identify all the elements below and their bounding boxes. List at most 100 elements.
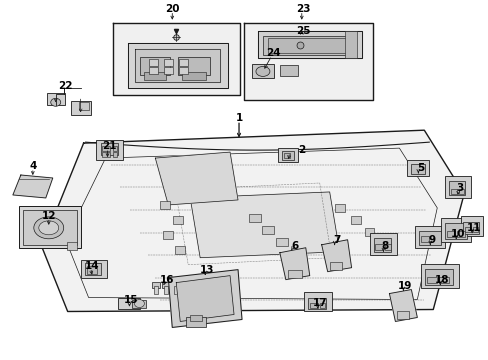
Bar xyxy=(334,204,344,212)
Bar xyxy=(262,226,273,234)
Bar xyxy=(344,31,356,58)
Bar xyxy=(71,101,90,115)
Bar xyxy=(79,102,88,110)
Bar xyxy=(397,311,408,319)
Text: 10: 10 xyxy=(450,229,465,239)
Text: 6: 6 xyxy=(290,241,298,251)
Bar xyxy=(462,222,478,234)
Bar xyxy=(186,318,206,328)
Text: 25: 25 xyxy=(296,26,310,36)
Text: 22: 22 xyxy=(59,81,73,91)
Ellipse shape xyxy=(51,98,61,106)
Text: 14: 14 xyxy=(85,261,100,271)
Polygon shape xyxy=(41,130,463,311)
Ellipse shape xyxy=(39,221,59,235)
Polygon shape xyxy=(168,270,242,328)
Bar xyxy=(162,282,170,288)
Bar xyxy=(251,64,273,78)
Polygon shape xyxy=(176,276,234,321)
Bar xyxy=(163,231,173,239)
Text: 8: 8 xyxy=(381,241,388,251)
Text: 13: 13 xyxy=(200,265,214,275)
Text: 15: 15 xyxy=(124,294,139,305)
Bar xyxy=(164,67,173,75)
Bar xyxy=(66,242,77,250)
Text: 9: 9 xyxy=(428,235,435,245)
Bar xyxy=(309,302,317,307)
Bar xyxy=(373,238,390,252)
Bar xyxy=(47,93,64,105)
Bar xyxy=(164,59,173,67)
Polygon shape xyxy=(190,192,339,258)
Bar xyxy=(279,66,297,76)
Bar xyxy=(448,181,464,195)
Bar xyxy=(118,298,140,310)
Text: 3: 3 xyxy=(456,183,463,193)
Bar xyxy=(267,37,347,54)
Text: 11: 11 xyxy=(466,223,480,233)
Text: 21: 21 xyxy=(102,141,117,151)
Text: 5: 5 xyxy=(416,163,423,173)
Bar xyxy=(277,148,297,162)
Text: 1: 1 xyxy=(235,113,242,123)
Bar xyxy=(102,146,109,151)
Bar xyxy=(102,152,109,157)
Bar xyxy=(84,263,101,275)
Bar xyxy=(248,214,261,222)
Bar xyxy=(179,59,188,67)
Bar xyxy=(414,226,444,248)
Bar xyxy=(172,282,180,288)
Bar xyxy=(419,231,440,245)
Bar xyxy=(464,227,470,232)
Bar xyxy=(275,238,287,246)
Bar xyxy=(421,236,428,242)
Text: 2: 2 xyxy=(298,145,305,155)
Text: 19: 19 xyxy=(397,280,412,291)
Bar xyxy=(101,143,118,155)
Bar xyxy=(329,262,341,270)
Bar xyxy=(86,266,96,274)
Bar xyxy=(440,218,470,242)
Ellipse shape xyxy=(255,67,269,76)
Bar xyxy=(472,227,477,232)
Bar xyxy=(154,285,158,293)
Text: 24: 24 xyxy=(266,49,281,58)
Text: 12: 12 xyxy=(41,211,56,221)
Bar xyxy=(450,189,456,194)
Bar xyxy=(149,67,158,75)
Ellipse shape xyxy=(34,217,63,239)
Bar xyxy=(410,164,425,174)
Bar xyxy=(287,270,301,278)
Bar xyxy=(444,176,470,198)
Bar xyxy=(173,216,183,224)
Text: 17: 17 xyxy=(312,297,326,307)
Bar xyxy=(19,206,81,248)
Bar xyxy=(444,223,466,239)
Bar xyxy=(438,276,448,283)
Polygon shape xyxy=(128,42,227,88)
Bar xyxy=(460,216,482,236)
Bar xyxy=(427,276,436,283)
Bar xyxy=(144,72,166,80)
Bar xyxy=(190,315,202,321)
Bar xyxy=(149,59,158,67)
Bar xyxy=(281,151,293,160)
Bar xyxy=(385,244,390,250)
Polygon shape xyxy=(388,289,416,321)
Bar xyxy=(421,264,458,288)
Polygon shape xyxy=(112,23,240,95)
Polygon shape xyxy=(155,152,238,205)
Polygon shape xyxy=(279,248,309,280)
Text: 18: 18 xyxy=(434,275,448,285)
Polygon shape xyxy=(135,49,220,82)
Text: 7: 7 xyxy=(332,235,340,245)
Text: 23: 23 xyxy=(296,4,310,14)
Bar xyxy=(164,285,168,293)
Bar xyxy=(152,282,160,288)
Bar xyxy=(112,146,117,151)
Ellipse shape xyxy=(134,300,144,307)
Bar xyxy=(23,210,77,245)
Polygon shape xyxy=(258,31,361,58)
Bar xyxy=(283,153,289,158)
Bar xyxy=(319,302,324,307)
